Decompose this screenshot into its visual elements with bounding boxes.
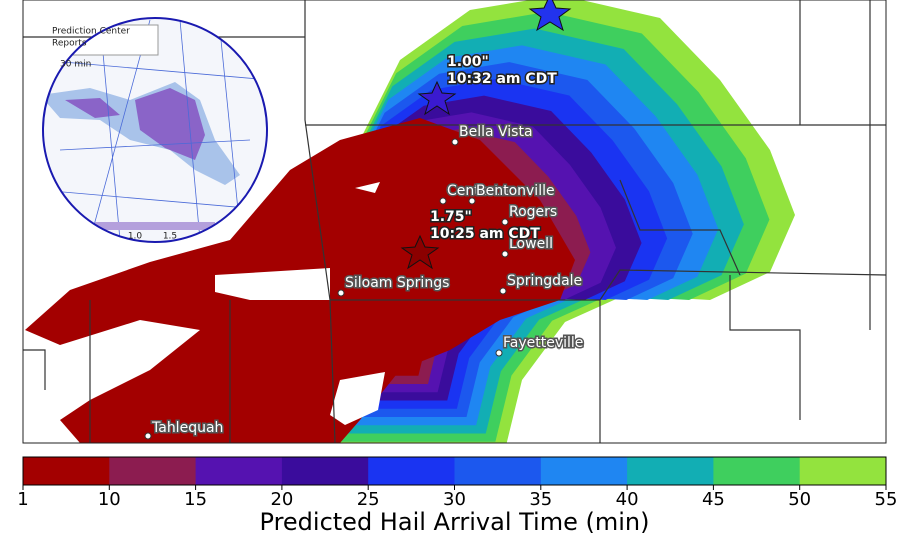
colorbar-segment [713,457,801,485]
colorbar: 1 10 15 20 25 30 35 40 45 50 55 Predicted Hail Arri… [17,456,898,536]
map-frame [22,0,887,444]
city-label: Lowell [509,236,553,252]
city-label: Centerton [447,183,517,199]
colorbar-tick-label: 50 [788,489,811,510]
inset-text: Prediction Center [52,27,130,37]
inset-roads [43,19,267,241]
colorbar-tick-label: 40 [616,489,639,510]
report-star [400,234,440,270]
report-star [417,80,457,116]
colorbar-label: Predicted Hail Arrival Time (min) [260,508,650,536]
city-dot [499,287,507,295]
inset-tick-label: 1.0 [128,232,143,242]
colorbar-tick-label: 20 [270,489,293,510]
colorbar-segment [799,457,887,485]
colorbar-segment [540,457,628,485]
colorbar-segment [195,457,283,485]
city-dot [439,197,447,205]
map [23,0,886,443]
inset-swath-core [65,88,205,160]
colorbar-tick-label: 10 [98,489,121,510]
city-label: Bentonville [476,183,555,199]
colorbar-segment [109,457,197,485]
inset-colorbar [95,222,215,230]
colorbar-segment [281,457,369,485]
inset-text: Reports [52,39,87,49]
city-label: Tahlequah [151,420,223,436]
city-dot [451,138,459,146]
colorbar-tick-label: 30 [443,489,466,510]
city-dot [501,250,509,258]
inset-map: Prediction Center Reports 30 min 1.0 1.5 [42,17,268,243]
swath-gap [215,182,385,425]
inset-border [42,17,268,243]
city-label: Rogers [509,204,557,220]
inset-text: 30 min [60,60,91,70]
colorbar-segment [368,457,455,485]
report-star [528,0,572,32]
annotation-time: 10:25 am CDT [430,226,540,242]
city-dot [144,432,152,440]
colorbar-tick-label: 25 [357,489,380,510]
colorbar-tick-label: 35 [529,489,552,510]
colorbar-segment [23,457,110,485]
inset-tick-label: 1.5 [163,232,177,242]
city-dot [495,349,503,357]
city-label: Siloam Springs [345,275,449,291]
colorbar-tick-label: 1 [17,489,28,510]
annotation-size: 1.00" [447,54,489,70]
colorbar-tick-label: 55 [875,489,898,510]
colorbar-segment [627,457,714,485]
colorbar-tick-label: 15 [184,489,207,510]
markers [400,0,572,270]
city-dot [337,289,345,297]
city-label: Springdale [507,273,582,289]
annotation-time: 10:32 am CDT [447,71,557,87]
annotation-size: 1.75" [430,209,472,225]
city-label: Fayetteville [503,335,583,351]
city-dot [468,197,476,205]
city-dot [501,218,509,226]
colorbar-segment [454,457,542,485]
city-label: Bella Vista [459,124,533,140]
colorbar-tick-label: 45 [702,489,725,510]
